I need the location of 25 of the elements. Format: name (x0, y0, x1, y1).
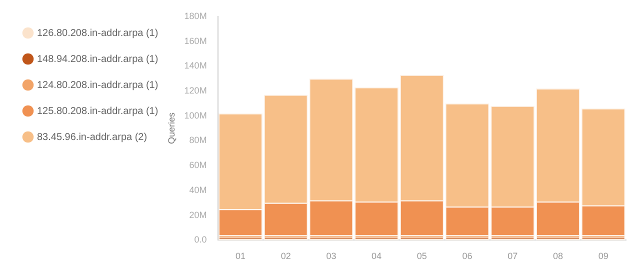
y-tick-label: 40M (189, 184, 207, 195)
y-tick-label: 80M (189, 135, 207, 146)
x-tick-label: 05 (416, 251, 427, 262)
legend-label: 148.94.208.in-addr.arpa (1) (37, 54, 158, 65)
y-axis-title: Queries (166, 112, 176, 144)
x-tick-label: 04 (372, 251, 382, 262)
legend-label: 124.80.208.in-addr.arpa (1) (37, 80, 158, 91)
x-tick-label: 07 (508, 251, 518, 262)
x-tick-label: 08 (552, 251, 563, 262)
x-tick-label: 09 (598, 251, 608, 262)
x-tick-label: 03 (326, 251, 336, 262)
y-tick-label: 0.0 (194, 234, 207, 245)
y-tick-label: 20M (189, 210, 207, 220)
y-tick-label: 160M (184, 36, 207, 46)
y-tick-label: 100M (184, 110, 207, 120)
y-tick-label: 120M (184, 85, 207, 96)
legend-label: 126.80.208.in-addr.arpa (1) (37, 28, 158, 39)
y-tick-label: 140M (184, 60, 207, 71)
x-tick-label: 02 (280, 251, 291, 262)
x-tick-label: 01 (235, 251, 246, 262)
y-tick-label: 60M (189, 160, 207, 170)
y-tick-label: 180M (184, 10, 207, 21)
x-tick-label: 06 (462, 251, 472, 262)
legend-label: 125.80.208.in-addr.arpa (1) (37, 106, 158, 117)
legend-label: 83.45.96.in-addr.arpa (2) (37, 132, 148, 143)
